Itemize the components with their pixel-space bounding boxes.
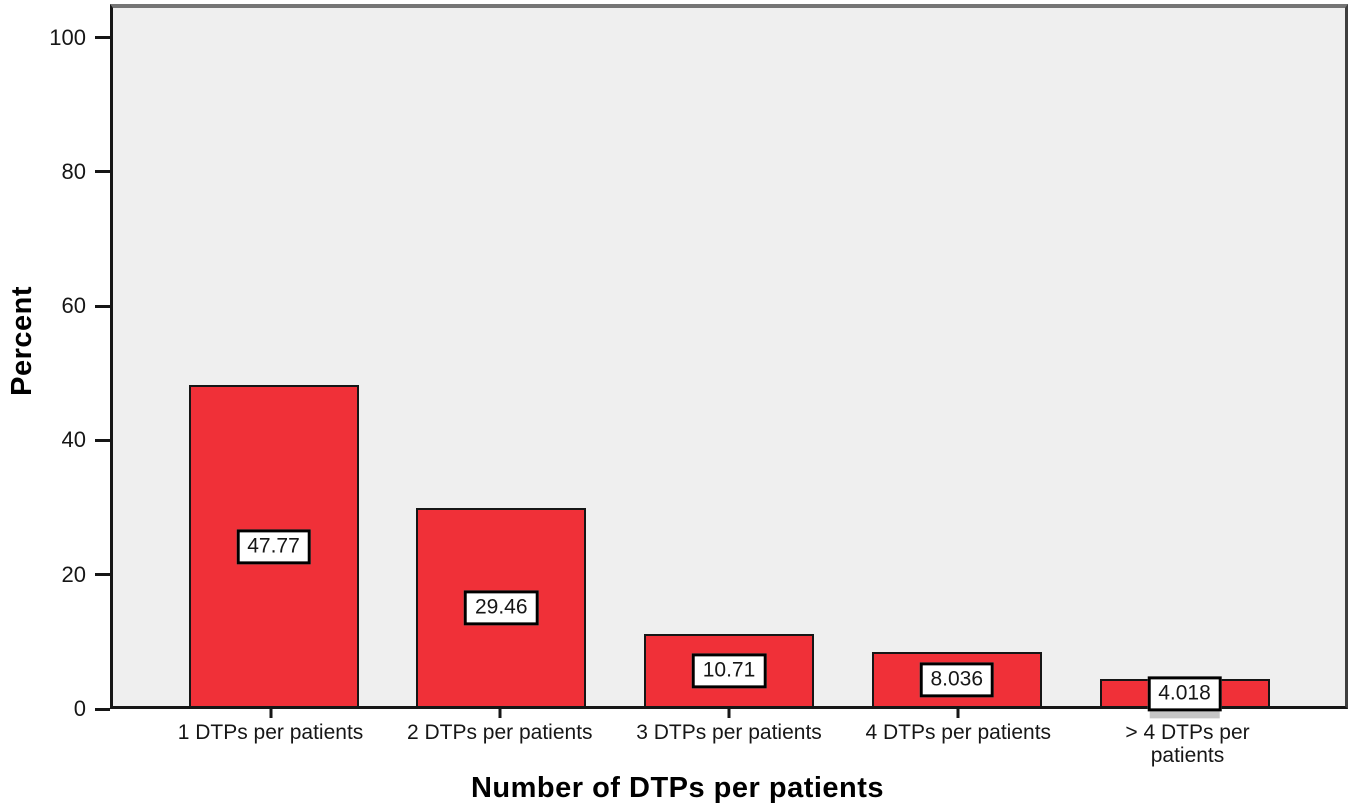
- x-tick-mark: [956, 709, 960, 718]
- bar-value-label: 8.036: [919, 662, 995, 698]
- x-tick-mark: [269, 709, 272, 718]
- y-tick-label: 80: [61, 158, 86, 184]
- x-tick-label: > 4 DTPs per patients: [1125, 721, 1250, 768]
- bar: 8.036: [871, 652, 1042, 706]
- y-tick-label: 0: [73, 696, 86, 721]
- bar-slot: 8.036: [843, 8, 1070, 706]
- bar-slot: 4.018: [1071, 8, 1298, 712]
- y-tick-label: 40: [61, 427, 86, 453]
- bar-value-label: 29.46: [463, 590, 539, 626]
- bar: 29.46: [416, 508, 587, 706]
- y-axis: 0 20 40 60 80 100: [0, 4, 110, 721]
- bar: 47.77: [188, 385, 359, 706]
- x-tick-label: 2 DTPs per patients: [406, 721, 593, 744]
- x-tick-mark: [727, 709, 731, 718]
- x-category-slot: 3 DTPs per patients: [616, 709, 843, 767]
- y-tick-mark: [95, 707, 110, 711]
- x-tick-label: 4 DTPs per patients: [865, 721, 1052, 744]
- y-tick-mark: [95, 36, 110, 40]
- y-tick-mark: [95, 170, 110, 174]
- bar-slot: 10.71: [616, 8, 843, 706]
- bar-value-label: 47.77: [236, 529, 311, 565]
- x-tick-label: 3 DTPs per patients: [636, 721, 822, 744]
- x-axis: 1 DTPs per patients 2 DTPs per patients 3 …: [110, 709, 1348, 767]
- bar-value-label: 4.018: [1147, 675, 1222, 712]
- x-tick-mark: [498, 709, 502, 718]
- x-category-slot: > 4 DTPs per patients: [1074, 709, 1301, 767]
- bar-slot: 29.46: [388, 8, 615, 706]
- bar-value-label: 10.71: [691, 653, 767, 689]
- y-tick-label: 20: [61, 561, 86, 587]
- y-tick-label: 100: [49, 24, 86, 50]
- x-tick-label: 1 DTPs per patients: [177, 721, 364, 744]
- x-category-slot: 1 DTPs per patients: [157, 709, 384, 767]
- plot-area: 47.77 29.46 10.71 8.036 4.018: [110, 4, 1348, 712]
- y-tick-label: 60: [61, 293, 86, 319]
- x-axis-title: Number of DTPs per patients: [470, 772, 885, 804]
- bar-slot: 47.77: [160, 8, 387, 706]
- bar: 10.71: [644, 634, 814, 706]
- bar: 4.018: [1099, 675, 1270, 712]
- x-category-slot: 4 DTPs per patients: [845, 709, 1072, 767]
- y-tick-mark: [95, 304, 110, 308]
- x-tick-mark: [1186, 709, 1189, 718]
- y-tick-mark: [95, 438, 110, 442]
- x-category-slot: 2 DTPs per patients: [386, 709, 613, 767]
- y-tick-mark: [95, 573, 110, 577]
